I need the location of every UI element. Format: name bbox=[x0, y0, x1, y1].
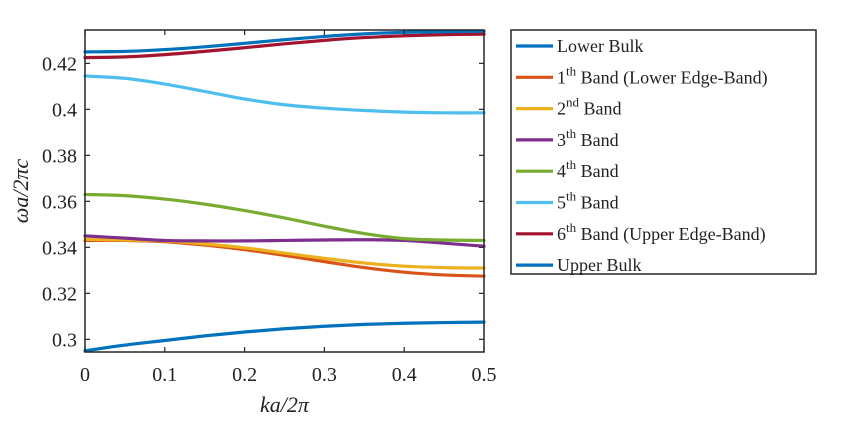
x-tick-label-5: 0.5 bbox=[472, 364, 497, 386]
legend-label-tail: Band bbox=[579, 99, 622, 119]
legend-label-5: 4th Band bbox=[557, 157, 619, 181]
legend-label-3: 2nd Band bbox=[557, 95, 622, 119]
legend-label-tail: Band (Upper Edge-Band) bbox=[576, 224, 765, 245]
legend-label-main: 5 bbox=[557, 193, 566, 213]
y-tick-label-3: 0.36 bbox=[42, 191, 77, 213]
x-tick-label-3: 0.3 bbox=[312, 364, 337, 386]
legend-label-main: 6 bbox=[557, 224, 566, 244]
legend-label-1: Lower Bulk bbox=[557, 36, 643, 56]
series-line-5 bbox=[83, 192, 486, 243]
legend-label-superscript: th bbox=[566, 63, 577, 78]
y-tick-label-2: 0.34 bbox=[42, 237, 77, 259]
series-line-4 bbox=[83, 234, 486, 248]
series-line-1 bbox=[83, 320, 486, 353]
legend-label-main: 3 bbox=[557, 130, 566, 150]
legend-label-main: Upper Bulk bbox=[557, 255, 642, 275]
legend-label-tail: Band bbox=[576, 130, 619, 150]
legend-label-superscript: th bbox=[566, 220, 577, 235]
legend-label-4: 3th Band bbox=[557, 126, 619, 150]
legend-label-main: 1 bbox=[557, 67, 566, 87]
series-line-3 bbox=[83, 237, 486, 270]
series-layer bbox=[83, 29, 486, 353]
y-tick-label-4: 0.38 bbox=[42, 145, 77, 167]
x-tick-label-0: 0 bbox=[80, 364, 90, 386]
legend-label-main: 4 bbox=[557, 161, 566, 181]
legend-label-superscript: th bbox=[566, 189, 577, 204]
legend-box bbox=[510, 29, 817, 275]
legend-label-6: 5th Band bbox=[557, 189, 619, 213]
series-line-2 bbox=[83, 238, 486, 278]
x-tick-label-2: 0.2 bbox=[232, 364, 257, 386]
legend-label-superscript: nd bbox=[566, 95, 580, 110]
series-line-6 bbox=[83, 74, 486, 115]
y-tick-label-0: 0.3 bbox=[52, 329, 77, 351]
y-tick-label-5: 0.4 bbox=[52, 99, 77, 121]
y-tick-label-1: 0.32 bbox=[42, 283, 77, 305]
plot-frame bbox=[84, 29, 485, 353]
x-tick-label-4: 0.4 bbox=[392, 364, 417, 386]
series-line-8 bbox=[83, 29, 486, 54]
legend-label-2: 1th Band (Lower Edge-Band) bbox=[557, 63, 768, 88]
legend-label-superscript: th bbox=[566, 157, 577, 172]
x-axis-label: ka/2π bbox=[260, 392, 310, 417]
legend-label-main: Lower Bulk bbox=[557, 36, 643, 56]
y-tick-label-6: 0.42 bbox=[42, 53, 77, 75]
y-axis-label: ωa/2πc bbox=[8, 159, 33, 224]
legend-label-tail: Band bbox=[576, 161, 619, 181]
ticks-layer: 0 0.1 0.2 0.3 0.4 0.5 0.3 0.32 0.34 0.36 0.38 0.4 0.… bbox=[42, 30, 497, 386]
legend-label-tail: Band bbox=[576, 193, 619, 213]
series-line-7 bbox=[83, 32, 486, 60]
x-tick-label-1: 0.1 bbox=[152, 364, 177, 386]
legend-label-main: 2 bbox=[557, 99, 566, 119]
legend-label-8: Upper Bulk bbox=[557, 255, 642, 275]
legend-label-7: 6th Band (Upper Edge-Band) bbox=[557, 220, 766, 245]
legend-label-tail: Band (Lower Edge-Band) bbox=[576, 67, 767, 88]
legend-label-superscript: th bbox=[566, 126, 577, 141]
